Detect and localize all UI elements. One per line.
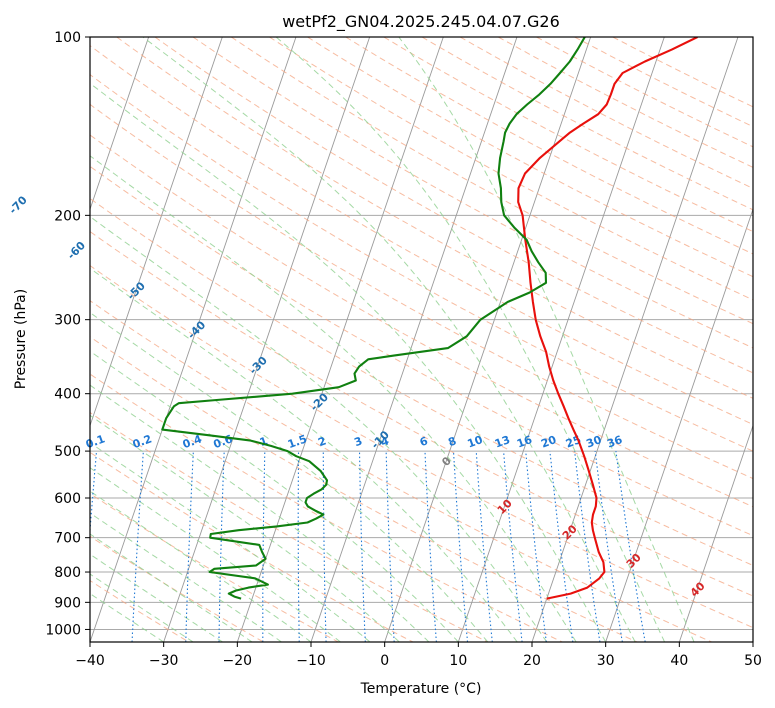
moist-adiabat-line — [275, 37, 666, 642]
moist-adiabat-line — [90, 350, 459, 642]
moist-adiabat-line — [90, 311, 489, 642]
moist-adiabat-line — [90, 442, 371, 642]
dry-adiabat-line — [90, 300, 712, 642]
moist-adiabat-line — [90, 512, 282, 642]
y-tick-label: 400 — [54, 387, 81, 403]
isotherm-line — [605, 207, 753, 642]
y-tick-label: 900 — [54, 595, 81, 611]
x-tick-label: 40 — [670, 653, 688, 669]
dry-adiabat-line — [90, 373, 563, 642]
isotherm-line — [236, 37, 444, 642]
x-axis: −40 −30 −20 −10 0 10 20 30 40 50 — [75, 642, 762, 669]
mixing-ratio-label: 10 — [466, 433, 485, 451]
isotherm-line — [90, 37, 297, 642]
x-tick-label: 30 — [597, 653, 615, 669]
x-tick-label: −40 — [75, 653, 105, 669]
moist-adiabat-line — [142, 37, 636, 642]
mixing-ratio-label: 30 — [585, 433, 604, 451]
x-tick-label: −20 — [223, 653, 253, 669]
isotherm-line — [90, 37, 223, 428]
background-lines — [90, 37, 753, 642]
isotherm-line — [531, 37, 739, 642]
data-lines — [161, 37, 698, 600]
y-tick-label: 800 — [54, 565, 81, 581]
dry-adiabat-line — [90, 492, 339, 642]
y-tick-label: 700 — [54, 531, 81, 547]
mixing-ratio-label: 1.5 — [286, 432, 309, 451]
dry-adiabat-line — [90, 165, 753, 537]
y-tick-label: 600 — [54, 491, 81, 507]
dry-adiabat-line — [90, 265, 753, 629]
mixing-ratio-label: 0.4 — [181, 432, 204, 451]
mixing-ratio-line — [503, 451, 523, 642]
moist-adiabat-line — [90, 155, 577, 642]
moist-adiabat-line — [90, 267, 518, 642]
x-tick-label: 10 — [449, 653, 467, 669]
x-tick-label: 50 — [744, 653, 762, 669]
mixing-ratio-label: 16 — [515, 433, 534, 451]
dry-adiabat-line — [269, 37, 753, 301]
mixing-ratio-label: 6 — [418, 434, 430, 449]
y-tick-label: 200 — [54, 208, 81, 224]
mixing-ratio-line — [574, 451, 601, 642]
dry-adiabat-line — [90, 103, 753, 480]
mixing-ratio-line — [90, 451, 98, 538]
moist-adiabat-line — [90, 215, 548, 642]
isotherm-line — [90, 37, 150, 211]
y-tick-label: 1000 — [45, 622, 81, 638]
x-tick-label: 0 — [380, 653, 389, 669]
isotherm-line — [384, 37, 592, 642]
mixing-ratio-label: 4 — [379, 434, 391, 449]
dry-adiabat-line — [154, 37, 753, 374]
mixing-ratio-label: 0.2 — [131, 432, 154, 451]
mixing-ratio-line — [525, 451, 547, 642]
mixing-ratio-line — [594, 451, 623, 642]
dry-adiabat-line — [90, 230, 753, 597]
x-tick-label: 20 — [523, 653, 541, 669]
isotherm-line — [457, 37, 665, 642]
mixing-ratio-label: 3 — [353, 434, 365, 449]
isotherm-line — [678, 424, 753, 642]
temperature-profile-line — [517, 37, 698, 600]
dry-adiabat-line — [90, 44, 753, 425]
plot-frame — [89, 36, 754, 643]
mixing-ratio-label: 2 — [316, 434, 328, 449]
mixing-ratio-label: 8 — [447, 434, 459, 449]
mixing-ratio-line — [615, 451, 646, 642]
dry-adiabat-line — [90, 336, 638, 642]
dry-adiabat-line — [536, 37, 753, 148]
moist-adiabat-line — [398, 37, 695, 642]
moist-adiabat-line — [90, 414, 400, 642]
dry-adiabat-line — [192, 37, 753, 349]
x-tick-label: −10 — [296, 653, 326, 669]
dry-adiabat-line — [90, 134, 753, 508]
x-axis-label: Temperature (°C) — [360, 681, 482, 697]
dry-adiabat-line — [459, 37, 753, 189]
dry-adiabat-line — [116, 37, 753, 399]
chart-title: wetPf2_GN04.2025.245.04.07.G26 — [282, 12, 560, 32]
moist-adiabat-line — [90, 592, 164, 642]
dry-adiabat-line — [345, 37, 753, 255]
y-tick-label: 100 — [54, 30, 81, 46]
y-tick-label: 500 — [54, 444, 81, 460]
mixing-ratio-label: 13 — [493, 433, 512, 450]
dewpoint-profile-line — [161, 37, 586, 600]
moist-adiabat-line — [90, 490, 312, 642]
y-tick-label: 300 — [54, 313, 81, 329]
dry-adiabat-line — [90, 535, 264, 642]
moist-adiabat-line — [90, 467, 341, 642]
dry-adiabat-line — [90, 74, 753, 452]
dry-adiabat-line — [230, 37, 753, 325]
y-axis: 100 200 300 400 500 600 700 800 900 1000 — [45, 30, 90, 638]
y-axis-label: Pressure (hPa) — [13, 289, 29, 389]
x-tick-label: −30 — [149, 653, 179, 669]
mixing-ratio-line — [475, 451, 493, 642]
mixing-ratio-line — [549, 451, 574, 642]
mixing-ratio-line — [452, 451, 469, 642]
mixing-ratio-label: 20 — [539, 433, 558, 451]
mixing-ratio-label: 1 — [258, 434, 270, 449]
mixing-ratio-label: 36 — [605, 433, 624, 451]
